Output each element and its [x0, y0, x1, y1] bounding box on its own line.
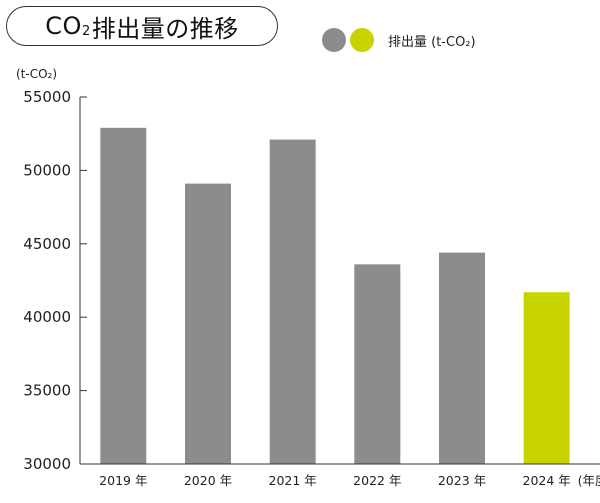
bar	[439, 252, 485, 464]
bars	[100, 127, 570, 464]
legend-label: 排出量 (t-CO₂)	[388, 34, 476, 50]
bar	[100, 127, 147, 464]
title-rest: 排出量の推移	[91, 14, 239, 43]
y-unit-label: (t-CO₂)	[16, 67, 57, 81]
bar	[269, 139, 316, 464]
title-sub2: 2	[81, 24, 91, 39]
legend-dot-gray	[322, 28, 346, 52]
x-tick-label: 2023 年	[438, 473, 486, 488]
legend-dot-yellow	[350, 28, 374, 52]
x-tick-label: 2024 年	[523, 473, 571, 488]
x-unit-label: (年度)	[578, 473, 600, 488]
x-tick-label: 2020 年	[184, 473, 232, 488]
y-tick-label: 45000	[23, 235, 71, 253]
bar	[354, 264, 401, 464]
y-tick-label: 50000	[23, 161, 71, 179]
title-co: CO	[45, 12, 82, 40]
legend: 排出量 (t-CO₂)	[322, 28, 476, 52]
y-tick-label: 40000	[23, 308, 71, 326]
y-tick-label: 55000	[23, 88, 71, 106]
chart-title: CO 2 排出量の推移	[6, 6, 278, 46]
x-tick-label: 2022 年	[353, 473, 401, 488]
y-axis: 30000 35000 40000 45000 50000 55000	[23, 88, 87, 473]
x-tick-label: 2019 年	[99, 473, 147, 488]
bar	[185, 183, 231, 464]
y-tick-label: 30000	[23, 455, 71, 473]
x-tick-label: 2021 年	[269, 473, 317, 488]
y-tick-label: 35000	[23, 382, 71, 400]
x-axis: 2019 年 2020 年 2021 年 2022 年 2023 年 2024 年 (年度)	[80, 463, 600, 488]
bar	[523, 292, 570, 464]
